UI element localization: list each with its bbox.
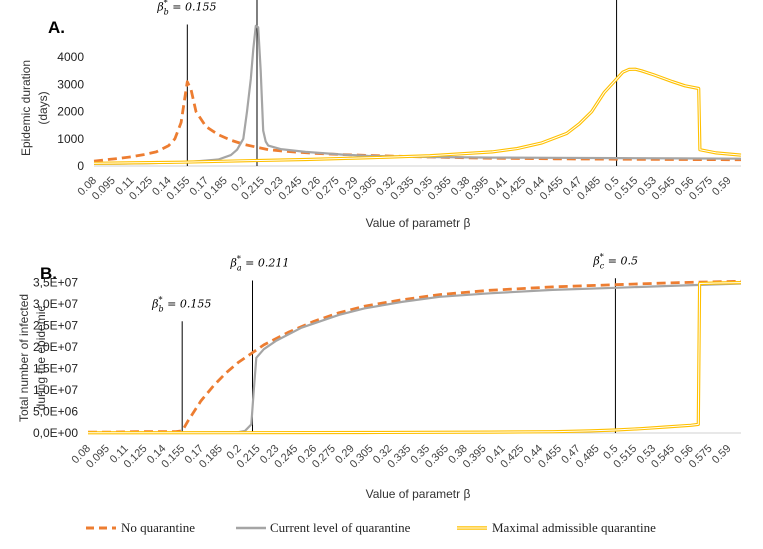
panel-b-threshold-lines: β* b = 0.155 β* a = 0.211 β* c = 0.5 xyxy=(151,252,638,433)
beta-b-label: β* b = 0.155 xyxy=(151,295,211,313)
y-tick-label: 5,0E+06 xyxy=(33,405,78,419)
y-tick-label: 0 xyxy=(77,159,84,173)
panel-a-y-axis-title-line-1: Epidemic duration xyxy=(19,60,33,156)
panel-b-series xyxy=(87,279,742,435)
panel-b-y-axis-title-line-2: during the epidemic xyxy=(34,306,48,411)
panel-b-total-infected: B. Total number of infected during the e… xyxy=(17,252,742,501)
y-tick-label: 2,5E+07 xyxy=(33,319,78,333)
y-tick-label: 4000 xyxy=(57,50,84,64)
y-tick-label: 2,0E+07 xyxy=(33,340,78,354)
y-tick-label: 1,5E+07 xyxy=(33,362,78,376)
panel-b-x-axis-title: Value of parametr β xyxy=(366,487,471,501)
panel-a-y-axis-title-line-2: (days) xyxy=(36,91,50,124)
panel-a-x-axis-title: Value of parametr β xyxy=(366,216,471,230)
beta-c-label: β* c = 0.5 xyxy=(592,252,638,270)
panel-b-label: B. xyxy=(40,264,57,283)
panel-b-y-ticks: 0,0E+00 5,0E+06 1,0E+07 1,5E+07 2,0E+07 2,5E+… xyxy=(33,276,78,440)
maximal-admissible-quarantine-line-inner xyxy=(87,282,742,434)
legend: No quarantine Current level of quarantin… xyxy=(86,520,656,535)
y-tick-label: 2000 xyxy=(57,105,84,119)
panel-a-epidemic-duration: A. Epidemic duration (days) 0 1000 2000 300… xyxy=(19,0,742,230)
y-tick-label: 1000 xyxy=(57,132,84,146)
y-tick-label: 1,0E+07 xyxy=(33,383,78,397)
panel-a-label: A. xyxy=(48,18,65,37)
panel-a-y-ticks: 0 1000 2000 3000 4000 xyxy=(57,50,84,173)
y-tick-label: 3,5E+07 xyxy=(33,276,78,290)
maximal-admissible-quarantine-line xyxy=(93,67,742,165)
legend-label-maximal-quarantine: Maximal admissible quarantine xyxy=(492,520,656,535)
maximal-admissible-quarantine-line-inner xyxy=(93,68,742,164)
current-level-of-quarantine-line xyxy=(87,282,742,434)
y-tick-label: 3,0E+07 xyxy=(33,297,78,311)
legend-label-no-quarantine: No quarantine xyxy=(121,520,195,535)
no-quarantine-line xyxy=(93,80,742,163)
y-tick-label: 0,0E+00 xyxy=(33,426,78,440)
legend-label-current-quarantine: Current level of quarantine xyxy=(270,520,411,535)
panel-a-series xyxy=(93,24,742,165)
panel-b-y-axis-title-line-1: Total number of infected xyxy=(17,294,31,422)
y-tick-label: 3000 xyxy=(57,77,84,91)
beta-a-label: β* a = 0.211 xyxy=(230,254,290,272)
x-tick-label: 0.59 xyxy=(710,443,734,467)
x-tick-label: 0.59 xyxy=(710,175,734,199)
beta-b-label: β* b = 0.155 xyxy=(156,0,216,17)
